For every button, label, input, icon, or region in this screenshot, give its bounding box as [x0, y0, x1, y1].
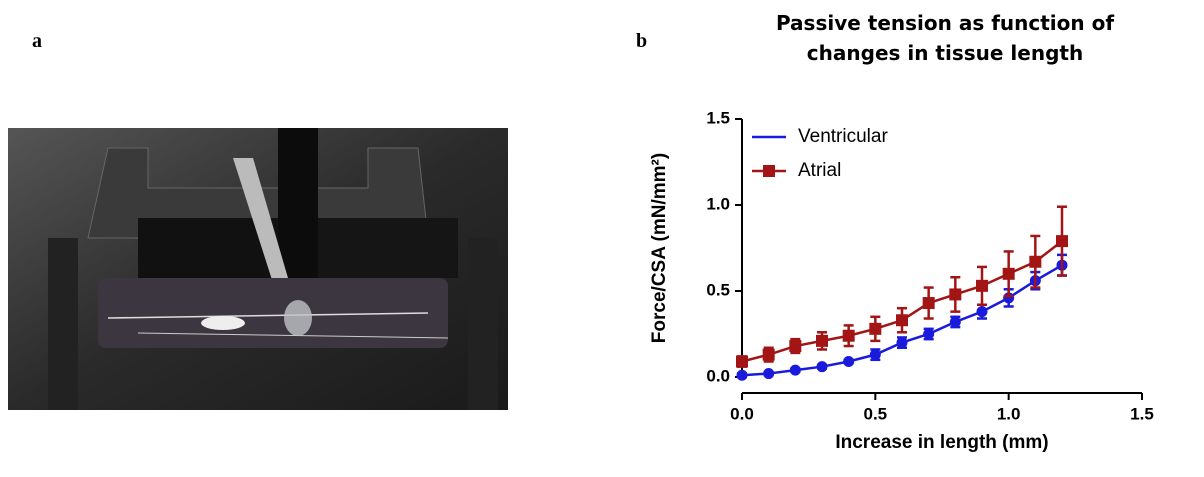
point: [762, 348, 775, 361]
point: [869, 322, 882, 335]
point: [842, 329, 855, 342]
point: [922, 297, 935, 310]
point: [789, 364, 801, 376]
legend-label: Ventricular: [798, 126, 888, 147]
legend-marker: [763, 165, 775, 177]
point: [763, 368, 775, 380]
x-axis-label: Increase in length (mm): [835, 432, 1048, 453]
point: [976, 279, 988, 292]
point: [976, 306, 988, 318]
legend-label: Atrial: [798, 160, 841, 181]
y-tick-label: 0.5: [706, 280, 730, 299]
x-tick-label: 1.0: [997, 404, 1021, 423]
x-tick-label: 0.5: [864, 404, 888, 423]
point: [1002, 267, 1015, 280]
y-tick-label: 1.5: [706, 108, 730, 127]
point: [949, 288, 962, 301]
point: [1029, 255, 1042, 268]
point: [789, 340, 802, 353]
chart: 0.0 0.5 1.0 1.5 0.0 0.5 1.0 1.5 Increase in leng…: [649, 108, 1154, 453]
point: [736, 355, 748, 368]
point: [896, 314, 908, 327]
x-tick-label: 1.5: [1130, 404, 1154, 423]
chart-title: Passive tension as function of changes i…: [775, 11, 1115, 65]
y-tick-label: 1.0: [706, 194, 730, 213]
point: [949, 316, 961, 328]
y-tick-label: 0.0: [706, 366, 730, 385]
panel-label: a: [32, 30, 42, 52]
point: [736, 369, 748, 381]
point: [1056, 235, 1068, 248]
point: [816, 334, 828, 347]
y-axis-label: Force/CSA (mN/mm²): [649, 153, 670, 343]
point: [896, 337, 908, 349]
point: [869, 349, 881, 361]
point: [923, 328, 935, 340]
x-tick-label: 0.0: [730, 404, 754, 423]
point: [843, 356, 855, 368]
photo: [8, 128, 508, 410]
point: [816, 361, 828, 373]
panel-label: b: [636, 30, 648, 52]
